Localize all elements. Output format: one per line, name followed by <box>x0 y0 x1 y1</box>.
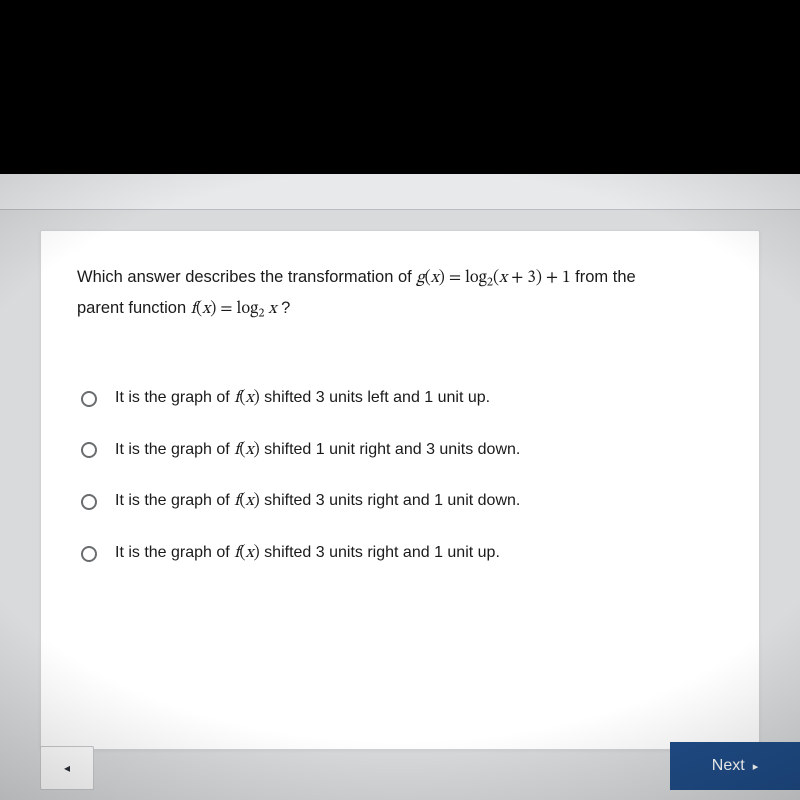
radio-icon[interactable] <box>81 494 97 510</box>
opt-post: shifted 3 units left and 1 unit up. <box>260 389 490 406</box>
chevron-right-icon: ▸ <box>753 760 759 773</box>
q-text-line2-pre: parent function <box>77 299 191 317</box>
sym-log: log <box>465 270 487 287</box>
math-gx: g(x) = log2(x + 3) + 1 <box>416 270 570 287</box>
question-text: Which answer describes the transformatio… <box>77 263 723 325</box>
option-row-d[interactable]: It is the graph of f(x) shifted 3 units … <box>77 528 723 580</box>
radio-icon[interactable] <box>81 546 97 562</box>
opt-pre: It is the graph of <box>115 492 234 509</box>
sym-arg2x: x <box>264 301 276 318</box>
opt-fx: f(x) <box>234 442 260 459</box>
q-qmark: ? <box>277 299 291 317</box>
question-panel: Which answer describes the transformatio… <box>40 230 760 750</box>
sym-g: g <box>416 270 424 287</box>
opt-fx: f(x) <box>234 390 260 407</box>
opt-fx: f(x) <box>234 545 260 562</box>
radio-icon[interactable] <box>81 391 97 407</box>
sym-x2: x <box>202 301 210 318</box>
next-label: Next <box>712 757 745 775</box>
sym-plus1: + 1 <box>542 270 571 287</box>
opt-pre: It is the graph of <box>115 544 234 561</box>
option-row-b[interactable]: It is the graph of f(x) shifted 1 unit r… <box>77 425 723 477</box>
sym-plus3: + 3 <box>507 270 536 287</box>
next-button[interactable]: Next ▸ <box>670 742 800 790</box>
sym-argx: x <box>499 270 507 287</box>
opt-fx: f(x) <box>234 493 260 510</box>
radio-icon[interactable] <box>81 442 97 458</box>
options-list: It is the graph of f(x) shifted 3 units … <box>77 373 723 580</box>
sym-x: x <box>431 270 439 287</box>
sym-eq: = <box>445 270 465 287</box>
prev-button[interactable]: ◂ <box>40 746 94 790</box>
opt-pre: It is the graph of <box>115 441 234 458</box>
option-text: It is the graph of f(x) shifted 1 unit r… <box>115 439 520 463</box>
math-fx: f(x) = log2 x <box>191 301 277 318</box>
option-text: It is the graph of f(x) shifted 3 units … <box>115 387 490 411</box>
opt-post: shifted 3 units right and 1 unit down. <box>260 492 521 509</box>
opt-pre: It is the graph of <box>115 389 234 406</box>
sym-log2: log <box>237 301 259 318</box>
option-row-a[interactable]: It is the graph of f(x) shifted 3 units … <box>77 373 723 425</box>
option-row-c[interactable]: It is the graph of f(x) shifted 3 units … <box>77 476 723 528</box>
toolbar-strip <box>0 174 800 210</box>
app-viewport: Which answer describes the transformatio… <box>0 174 800 800</box>
option-text: It is the graph of f(x) shifted 3 units … <box>115 490 520 514</box>
sym-eq2: = <box>216 301 236 318</box>
nav-bar: ◂ Next ▸ <box>0 742 800 800</box>
opt-post: shifted 1 unit right and 3 units down. <box>260 441 521 458</box>
opt-post: shifted 3 units right and 1 unit up. <box>260 544 500 561</box>
q-text-prefix: Which answer describes the transformatio… <box>77 268 416 286</box>
chevron-left-icon: ◂ <box>64 761 70 775</box>
option-text: It is the graph of f(x) shifted 3 units … <box>115 542 500 566</box>
q-text-suffix1: from the <box>571 268 636 286</box>
